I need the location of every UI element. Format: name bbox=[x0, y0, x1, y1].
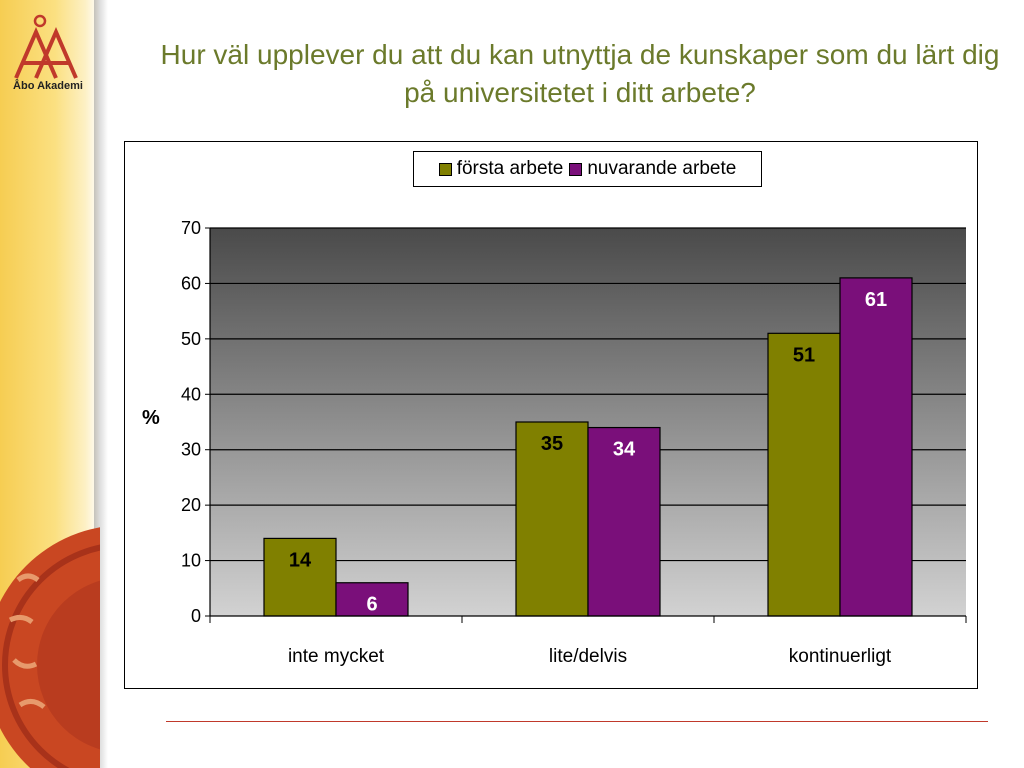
y-tick-label-20: 20 bbox=[181, 495, 201, 515]
legend-item-forsta-arbete: första arbete bbox=[438, 158, 564, 180]
x-tick-label-0: inte mycket bbox=[288, 646, 385, 667]
y-tick-label-50: 50 bbox=[181, 329, 201, 349]
legend-label-nuvarande-arbete: nuvarande arbete bbox=[587, 158, 737, 179]
bar-s1-c1 bbox=[587, 426, 661, 617]
data-label-s0-c0: 14 bbox=[289, 549, 312, 571]
y-tick-label-10: 10 bbox=[181, 551, 201, 571]
legend: första arbete nuvarande arbete bbox=[413, 151, 762, 187]
bar-s1-c0 bbox=[335, 582, 409, 617]
legend-swatch-nuvarande-arbete bbox=[569, 162, 583, 176]
bar-s0-c0 bbox=[263, 537, 337, 617]
y-tick-label-30: 30 bbox=[181, 440, 201, 460]
footer-line bbox=[166, 721, 988, 722]
data-label-s0-c2: 51 bbox=[793, 344, 815, 366]
logo-text: Åbo Akademi bbox=[13, 80, 83, 92]
data-label-s0-c1: 35 bbox=[541, 433, 563, 455]
y-tick-label-70: 70 bbox=[181, 218, 201, 238]
bar-s0-c1 bbox=[515, 421, 589, 617]
y-tick-label-40: 40 bbox=[181, 384, 201, 404]
data-label-s1-c2: 61 bbox=[865, 289, 887, 311]
bar-s0-c2 bbox=[767, 332, 841, 617]
seal-icon bbox=[0, 527, 100, 768]
x-tick-label-1: lite/delvis bbox=[549, 646, 627, 667]
legend-swatch-forsta-arbete bbox=[438, 162, 452, 176]
legend-item-nuvarande-arbete: nuvarande arbete bbox=[569, 158, 736, 180]
data-label-s1-c0: 6 bbox=[366, 594, 377, 616]
slide-title: Hur väl upplever du att du kan utnyttja … bbox=[160, 39, 1000, 108]
x-tick-label-2: kontinuerligt bbox=[789, 646, 892, 667]
abo-akademi-logo-icon bbox=[14, 14, 78, 79]
y-tick-label-0: 0 bbox=[191, 606, 201, 626]
legend-label-forsta-arbete: första arbete bbox=[456, 158, 564, 179]
data-label-s1-c1: 34 bbox=[613, 439, 636, 461]
bar-s1-c2 bbox=[839, 277, 913, 617]
y-axis-label: % bbox=[142, 407, 160, 429]
y-tick-label-60: 60 bbox=[181, 273, 201, 293]
